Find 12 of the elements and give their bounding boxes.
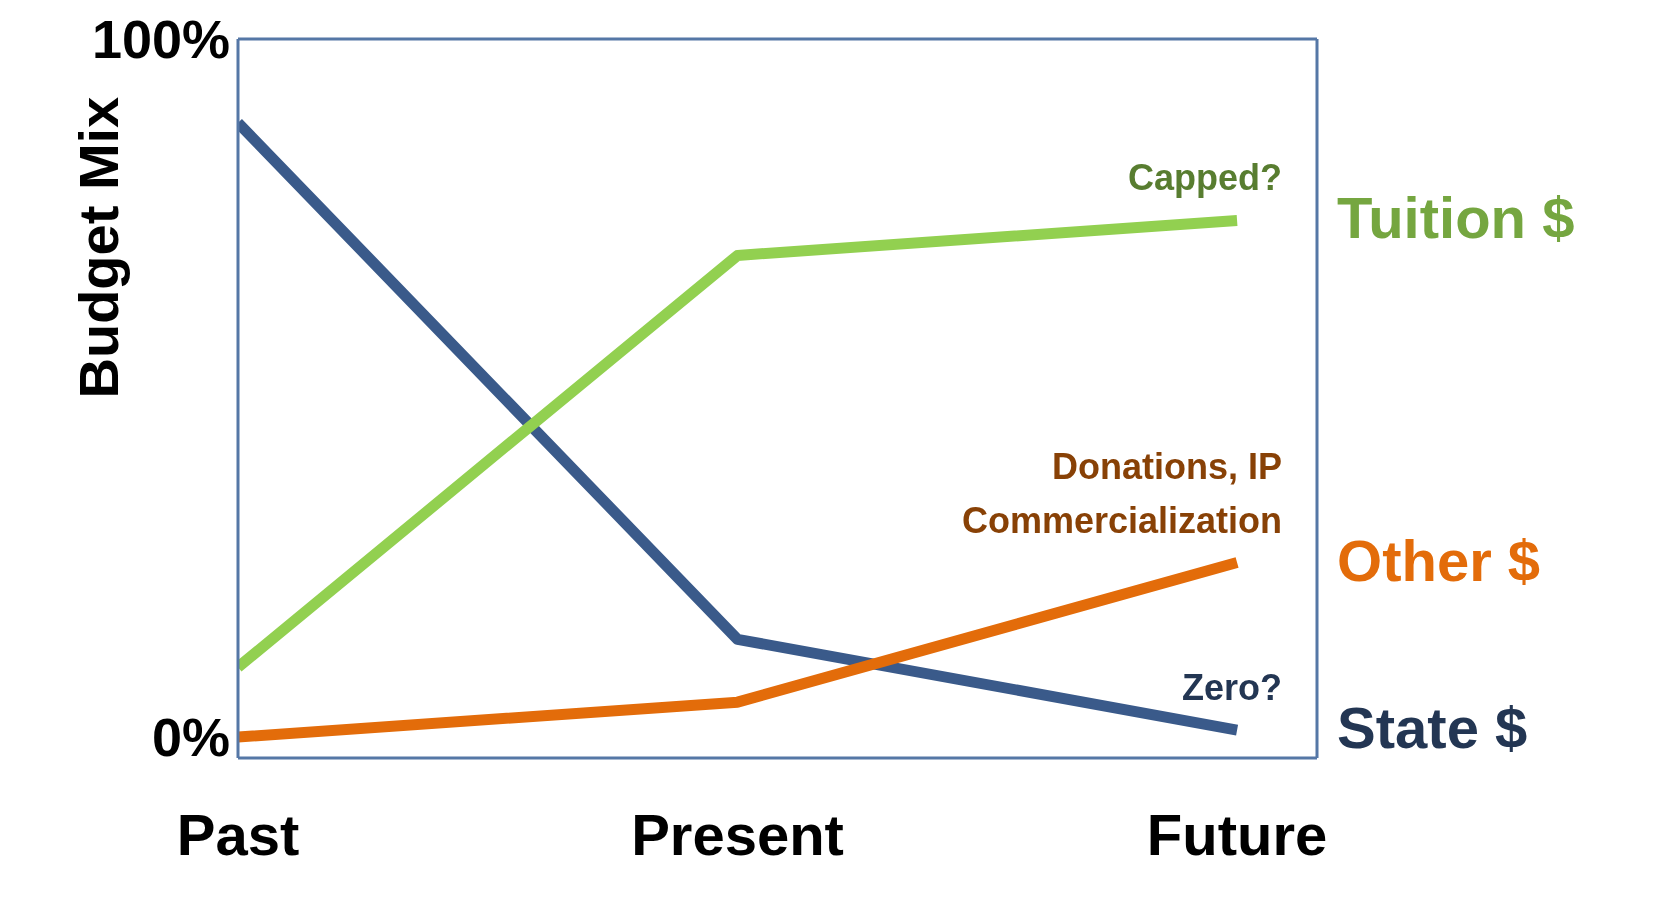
x-tick-label: Future <box>1146 802 1328 868</box>
series-label: Other $ <box>1337 527 1541 593</box>
y-tick-label: 0% <box>151 707 230 768</box>
x-tick-label: Present <box>631 802 844 868</box>
annotation: Donations, IP Commercialization <box>961 445 1283 541</box>
annotation: Capped? <box>1128 157 1283 199</box>
series-label: Tuition $ <box>1337 185 1575 251</box>
y-axis-title: Budget Mix <box>66 96 130 399</box>
x-tick-label: Past <box>176 802 300 868</box>
annotation: Zero? <box>1182 667 1283 709</box>
y-tick-label: 100% <box>91 9 230 70</box>
series-label: State $ <box>1337 695 1528 761</box>
